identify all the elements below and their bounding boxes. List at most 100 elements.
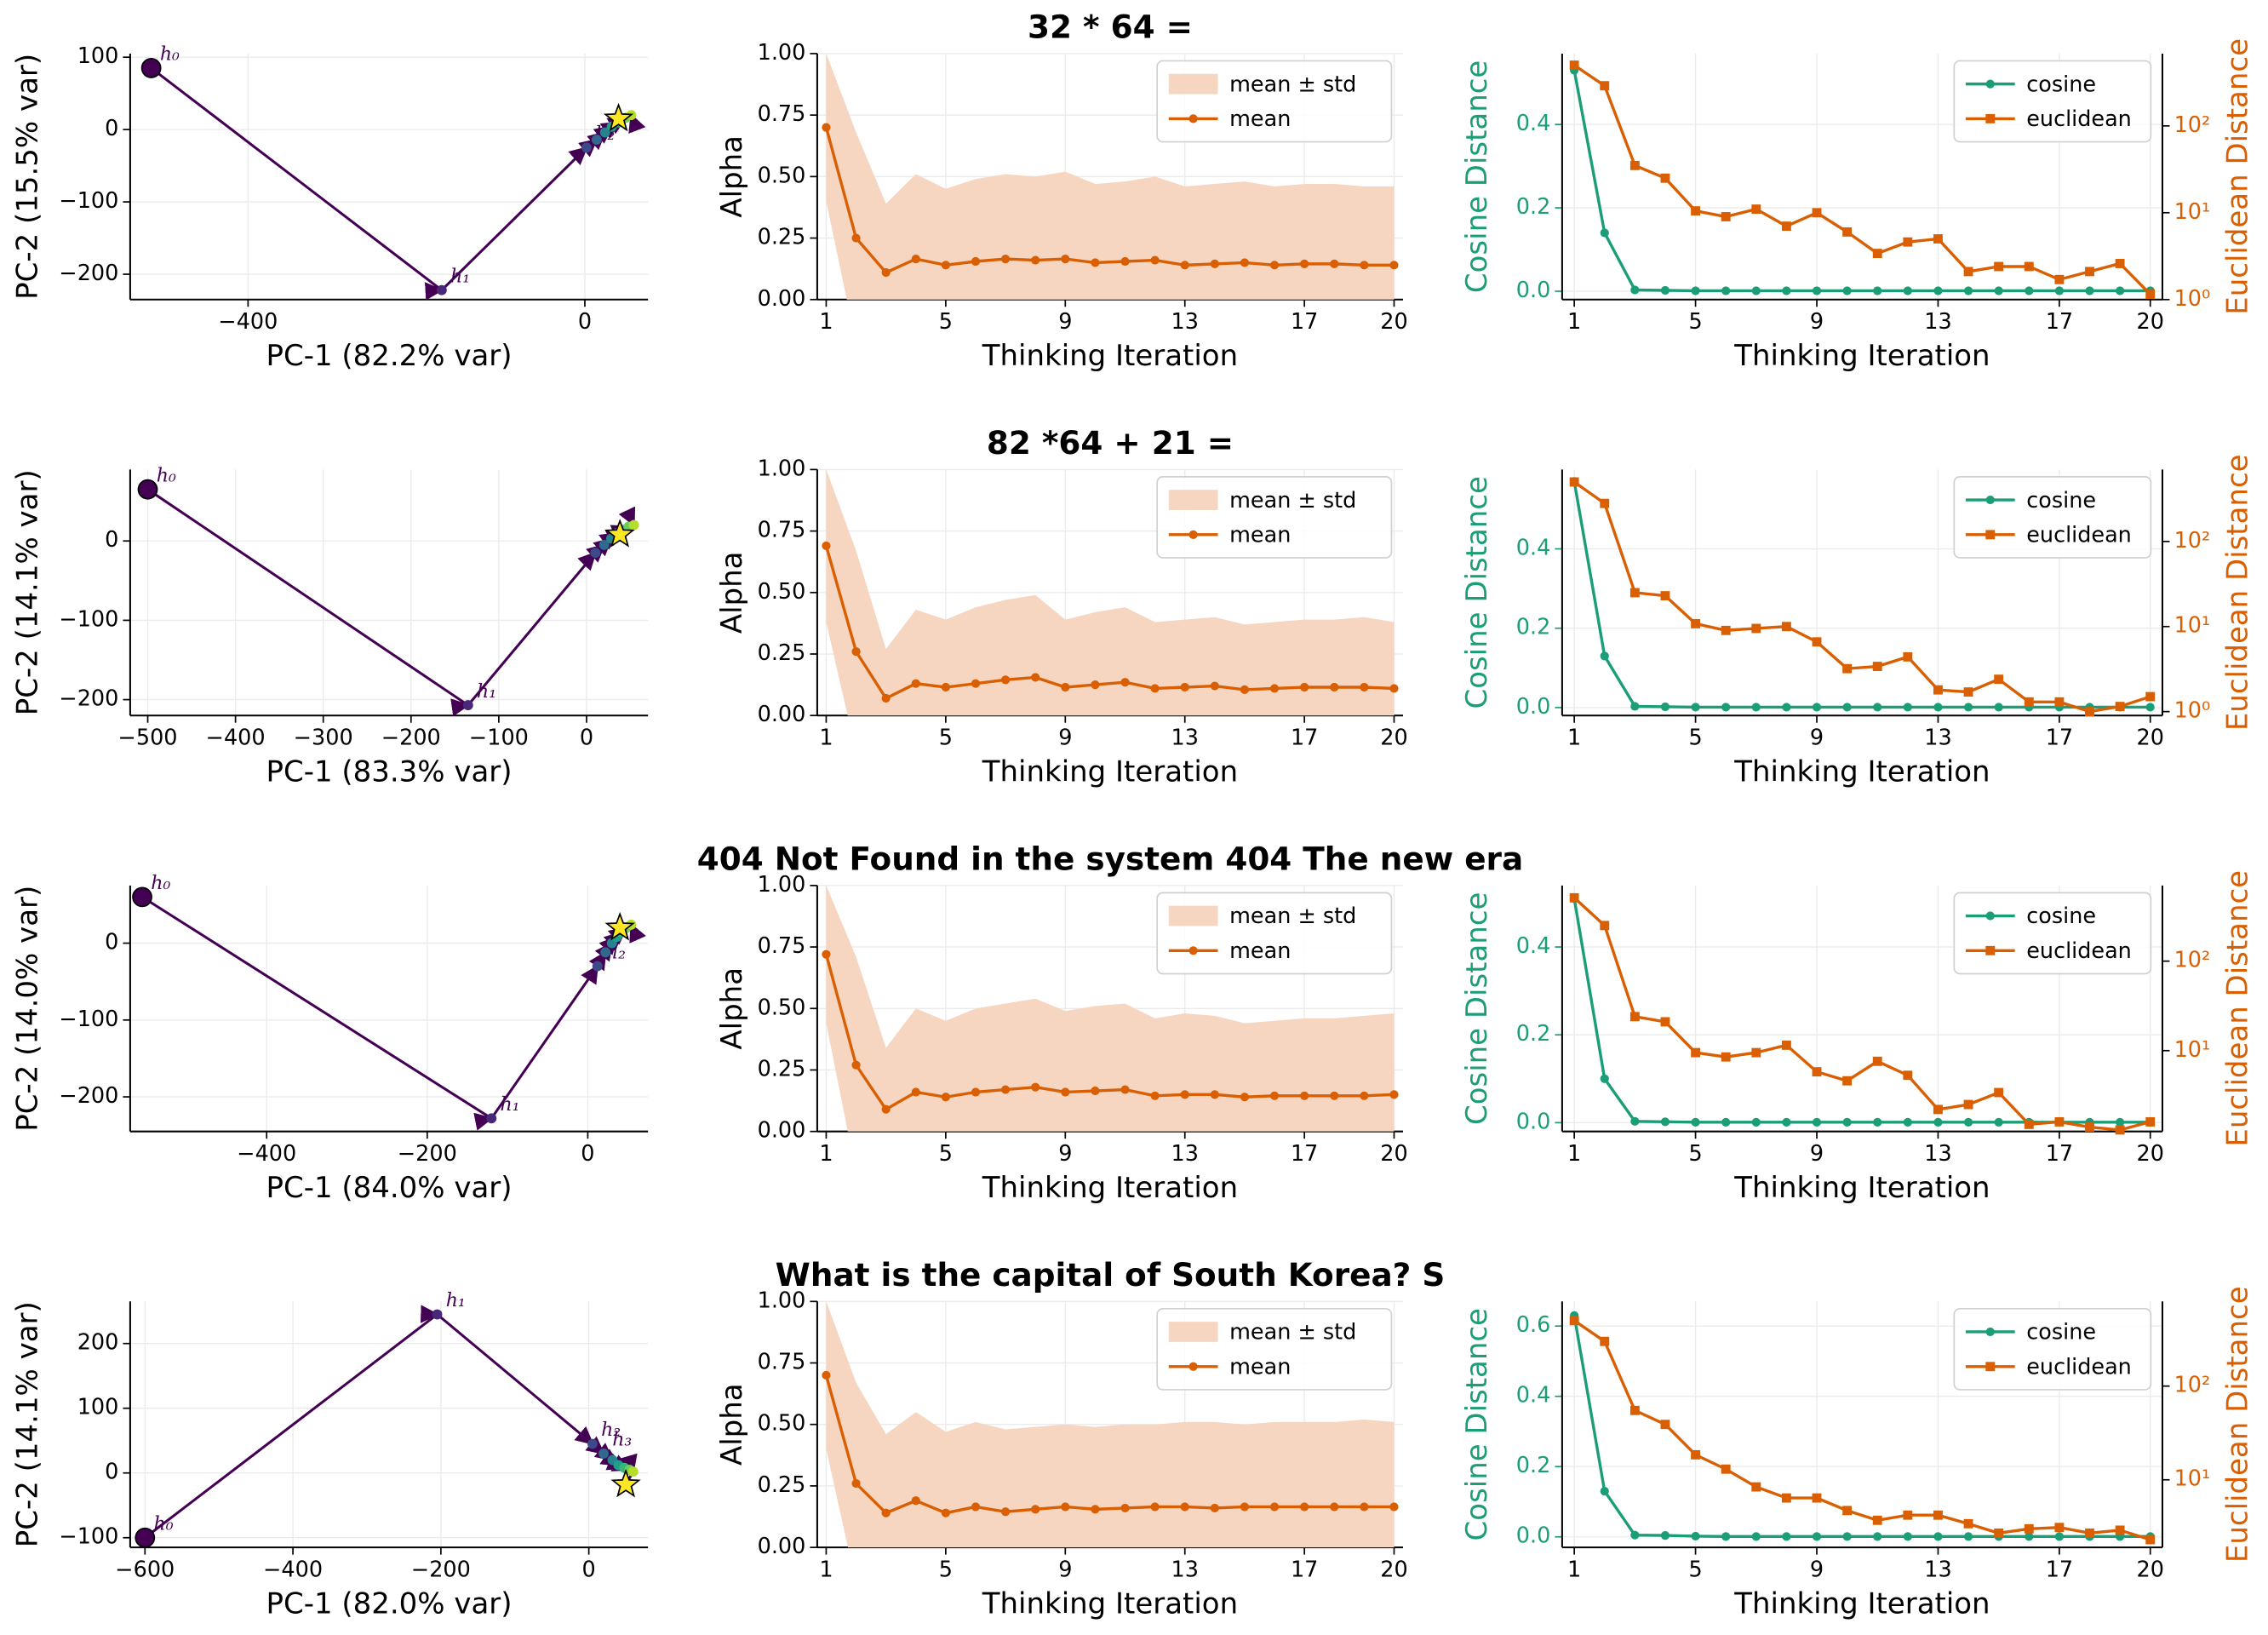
legend-swatch (1168, 73, 1218, 95)
panel: 1 5 9 13 17 20 0.0 0.2 0.4 10¹ 10² Thinking Iterati… (1460, 870, 2255, 1205)
legend-marker (1188, 530, 1198, 539)
panel: −600 −400 −200 0 −100 0 100 200 PC-1 (82.0% var)… (10, 1290, 649, 1621)
mean-point (1269, 1091, 1280, 1100)
x-axis-label: PC-1 (83.3% var) (266, 755, 513, 789)
series-point (1600, 228, 1609, 238)
x-tick-label: 13 (1171, 725, 1199, 750)
y-tick-label: −200 (59, 1083, 118, 1109)
series-point (1963, 267, 1973, 277)
x-tick-label: 1 (819, 309, 833, 335)
series-point (1963, 1099, 1973, 1110)
y2-tick-label: 10¹ (2174, 613, 2211, 639)
mean-point (822, 949, 831, 959)
mean-point (1269, 1502, 1280, 1512)
panel: −400 −200 0 −200 −100 0 PC-1 (84.0% var) PC-2 (… (10, 873, 649, 1205)
series-point (1994, 703, 2003, 712)
x-tick-label: 5 (1688, 1557, 1702, 1582)
series-point (1994, 1117, 2003, 1127)
y-tick-label: 0.50 (758, 1411, 806, 1437)
y-tick-label: 0 (105, 527, 118, 553)
x-axis-label: Thinking Iteration (982, 1171, 1238, 1205)
point-label: h₂ (601, 1420, 621, 1441)
x-tick-label: 20 (1380, 1141, 1407, 1167)
x-tick-label: 17 (1291, 309, 1318, 335)
y-tick-label: 0.25 (758, 1056, 806, 1081)
x-tick-label: −300 (294, 725, 353, 750)
legend-label: mean ± std (1229, 904, 1356, 929)
series-point (1721, 625, 1731, 635)
series-point (1812, 703, 1822, 712)
chart-title: 404 Not Found in the system 404 The new … (697, 840, 1523, 877)
series-point (1812, 1067, 1822, 1077)
trajectory-point (462, 700, 473, 711)
trajectory-point (592, 961, 603, 972)
legend-label: cosine (2026, 72, 2096, 97)
series-point (2145, 691, 2156, 702)
series-point (1660, 285, 1670, 295)
y2-tick-label: 10² (2174, 948, 2211, 973)
std-band (826, 1301, 1395, 1548)
mean-point (941, 682, 950, 692)
series-point (1933, 234, 1943, 244)
y-tick-label: 1.00 (758, 1288, 806, 1313)
series-point (1994, 1528, 2004, 1538)
x-tick-label: 9 (1058, 1141, 1072, 1167)
mean-point (1120, 1503, 1130, 1513)
legend-marker (1985, 1327, 1995, 1337)
x-tick-label: 17 (2046, 1141, 2073, 1167)
y-tick-label: 0.50 (758, 579, 806, 605)
series-point (1994, 261, 2004, 272)
series-point (2085, 707, 2094, 717)
series-point (1963, 1117, 1973, 1127)
mean-point (1240, 1502, 1250, 1512)
legend-swatch (1168, 490, 1218, 510)
mean-point (1120, 256, 1130, 267)
trajectory-point (590, 548, 601, 559)
y-tick-label: 0.2 (1516, 615, 1551, 640)
series-point (2024, 697, 2034, 707)
series-line (1572, 1315, 2151, 1539)
point-label: h₁ (500, 1094, 519, 1116)
series-point (1872, 1056, 1882, 1066)
x-tick-label: −400 (218, 309, 278, 335)
series-point (1933, 1510, 1943, 1520)
series-point (2024, 261, 2034, 272)
x-tick-label: −100 (469, 725, 529, 750)
x-tick-label: 0 (581, 1141, 594, 1167)
mean-point (1091, 258, 1100, 267)
x-axis-label: Thinking Iteration (1733, 755, 1990, 789)
y-tick-label: 0.50 (758, 163, 806, 188)
series-point (1660, 1117, 1670, 1127)
series-point (1721, 1117, 1731, 1127)
mean-point (1360, 682, 1369, 692)
x-axis-label: Thinking Iteration (1733, 1587, 1990, 1621)
y-tick-label: 0.4 (1516, 111, 1551, 136)
legend-box (1953, 476, 2152, 559)
series-point (1569, 60, 1579, 70)
series-point (1842, 227, 1853, 237)
std-band (826, 53, 1395, 300)
mean-point (1330, 1502, 1339, 1512)
series-point (1812, 1532, 1822, 1541)
trajectory-point (587, 1438, 598, 1449)
mean-point (1180, 682, 1189, 692)
mean-line (824, 1374, 1395, 1515)
y-tick-label: 0 (105, 930, 118, 955)
x-tick-label: 1 (819, 1557, 833, 1582)
legend-box (1953, 892, 2152, 975)
series-point (2085, 286, 2094, 295)
series-point (1751, 286, 1761, 295)
series-point (1782, 1117, 1791, 1127)
series-point (1600, 1074, 1609, 1083)
trajectory-point (598, 539, 610, 550)
y2-tick-label: 10² (2174, 528, 2211, 554)
series-point (1691, 1449, 1701, 1460)
series-point (2054, 286, 2064, 295)
series-point (1933, 685, 1943, 695)
series-point (2025, 1532, 2034, 1541)
x-tick-label: 20 (2137, 1141, 2164, 1167)
x-tick-label: 17 (2046, 309, 2073, 335)
x-axis-label: Thinking Iteration (1733, 339, 1990, 373)
mean-point (1330, 1091, 1339, 1100)
series-point (1994, 286, 2003, 295)
